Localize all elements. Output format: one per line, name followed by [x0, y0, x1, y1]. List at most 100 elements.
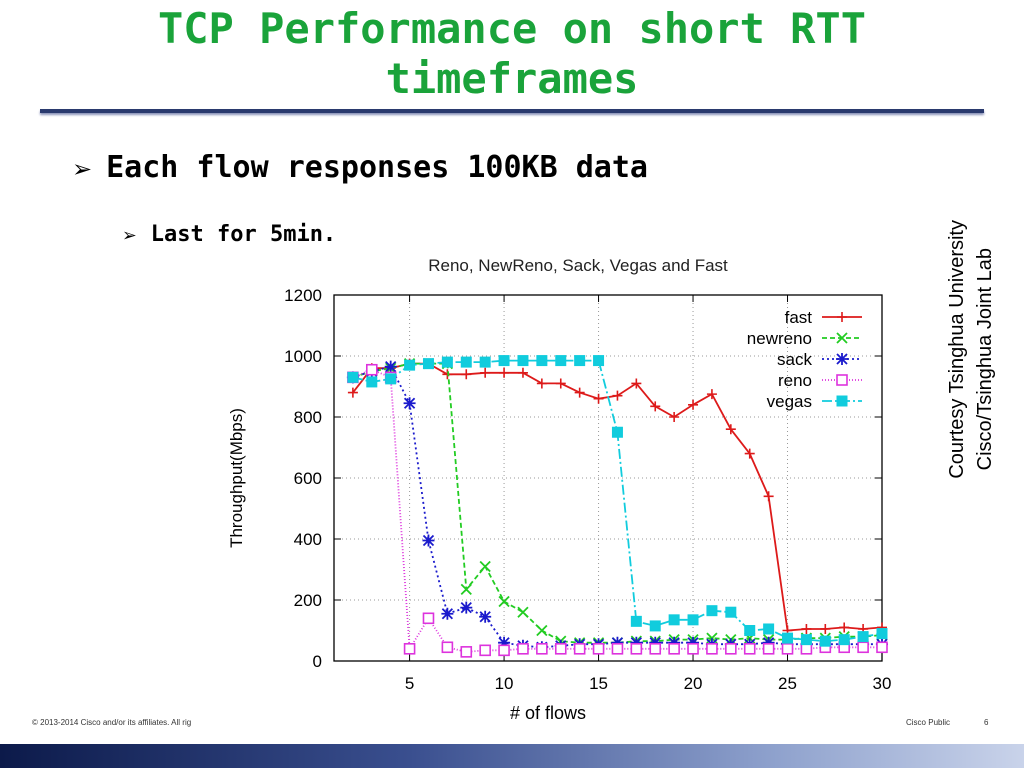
data-point-fast [725, 424, 736, 435]
data-point-fast [631, 378, 642, 389]
data-point-fast [347, 387, 358, 398]
x-tick-label: 5 [405, 674, 414, 693]
footer-page-number: 6 [984, 718, 989, 727]
data-point-sack [441, 607, 454, 620]
data-point-vegas [347, 371, 359, 383]
y-tick-label: 800 [294, 408, 322, 427]
bullet-level2-text: Last for 5min. [150, 222, 337, 247]
bullet-level1-text: Each flow responses 100KB data [106, 150, 648, 185]
data-point-vegas [687, 614, 699, 626]
data-point-fast [536, 378, 547, 389]
series-line-reno [352, 368, 882, 653]
data-point-sack [498, 636, 511, 649]
data-point-reno [706, 642, 718, 655]
data-point-reno [725, 642, 737, 655]
data-point-fast [669, 412, 680, 422]
legend-marker-reno [836, 374, 848, 386]
x-tick-label: 25 [778, 674, 797, 693]
data-point-vegas [366, 376, 378, 388]
footer-classification: Cisco Public [906, 718, 951, 727]
data-point-newreno [536, 624, 548, 637]
data-point-sack [403, 397, 416, 410]
data-point-reno [781, 642, 794, 655]
legend-marker-newreno [836, 332, 848, 344]
data-point-fast [461, 369, 472, 380]
data-point-sack [384, 360, 397, 373]
legend-label-sack: sack [777, 350, 812, 369]
data-point-reno [403, 642, 416, 655]
data-point-newreno [479, 560, 491, 573]
x-axis-label: # of flows [510, 703, 586, 723]
data-point-newreno [498, 595, 510, 608]
data-point-fast [820, 623, 831, 634]
data-point-fast [517, 367, 528, 378]
data-point-vegas [422, 358, 434, 370]
data-point-reno [460, 646, 473, 658]
data-point-fast [612, 390, 623, 401]
legend-label-fast: fast [785, 308, 813, 327]
courtesy-line2: Cisco/Tsinghua Joint Lab [974, 248, 996, 471]
data-point-fast [650, 401, 661, 412]
data-point-vegas [630, 615, 642, 627]
chart-title: Reno, NewReno, Sack, Vegas and Fast [428, 256, 728, 275]
legend-label-newreno: newreno [747, 329, 812, 348]
data-point-reno [536, 642, 548, 655]
bullet-level2: ➢ Last for 5min. [122, 222, 336, 247]
x-tick-label: 10 [495, 674, 514, 693]
data-point-vegas [498, 355, 510, 367]
data-point-vegas [593, 355, 605, 367]
data-point-sack [460, 601, 473, 614]
slide-title-line1: TCP Performance on short RTT [157, 4, 866, 53]
data-point-sack [762, 636, 775, 649]
data-point-vegas [800, 634, 812, 646]
data-point-vegas [536, 355, 548, 367]
data-point-fast [801, 623, 812, 634]
data-point-sack [479, 610, 492, 623]
y-tick-label: 400 [294, 530, 322, 549]
data-point-fast [593, 393, 604, 404]
y-tick-label: 0 [313, 652, 322, 671]
courtesy-line1: Courtesy Tsinghua University [946, 220, 968, 479]
data-point-reno [743, 642, 756, 655]
data-point-sack [422, 534, 435, 547]
data-point-reno [479, 644, 491, 657]
data-point-fast [839, 622, 850, 633]
data-point-vegas [649, 620, 661, 632]
data-point-vegas [385, 373, 397, 385]
data-point-vegas [782, 632, 794, 644]
data-point-vegas [555, 355, 567, 367]
data-point-reno [611, 642, 624, 655]
data-point-reno [649, 642, 662, 655]
data-point-fast [744, 448, 755, 459]
data-point-sack [611, 636, 624, 649]
data-point-vegas [706, 605, 718, 617]
legend-marker-fast [837, 312, 847, 322]
data-point-reno [800, 642, 813, 655]
data-point-reno [517, 642, 529, 655]
data-point-reno [762, 642, 775, 655]
bullet-level1: ➢ Each flow responses 100KB data [72, 150, 648, 185]
data-point-vegas [763, 623, 775, 635]
data-point-vegas [819, 635, 831, 647]
slide-title: TCP Performance on short RTT timeframes [40, 4, 984, 104]
y-tick-label: 1000 [284, 347, 322, 366]
data-point-newreno [460, 583, 472, 595]
courtesy-note: Courtesy Tsinghua University Cisco/Tsing… [944, 220, 1006, 550]
data-point-vegas [441, 356, 453, 368]
data-point-vegas [517, 355, 529, 367]
data-point-reno [876, 641, 888, 654]
data-point-fast [706, 389, 717, 400]
legend-marker-vegas [836, 395, 848, 407]
data-point-fast [442, 369, 453, 380]
y-tick-label: 200 [294, 591, 322, 610]
data-point-vegas [838, 634, 850, 646]
data-point-fast [688, 399, 699, 410]
legend-marker-sack [836, 353, 848, 365]
x-tick-label: 30 [873, 674, 892, 693]
data-point-vegas [668, 614, 680, 626]
data-point-vegas [611, 426, 623, 438]
data-point-reno [441, 641, 454, 654]
footer-copyright: © 2013-2014 Cisco and/or its affiliates.… [32, 718, 192, 727]
arrow-bullet-icon: ➢ [72, 155, 93, 183]
y-axis-label: Throughput(Mbps) [227, 408, 246, 548]
